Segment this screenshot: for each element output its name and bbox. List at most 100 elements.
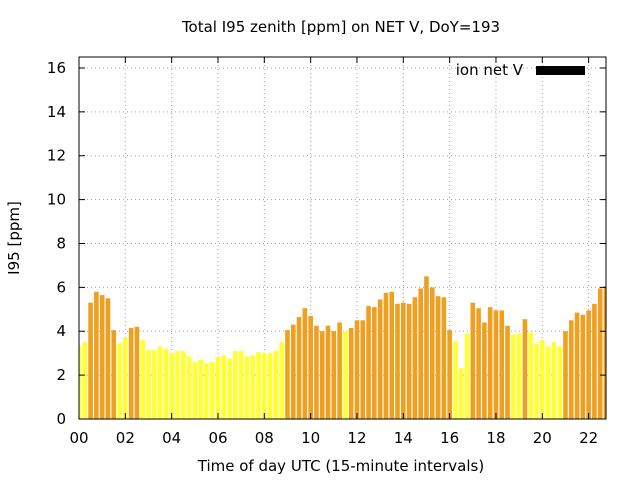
bar [603,286,606,419]
x-tick-label: 22 [579,429,598,447]
x-tick-label: 08 [255,429,274,447]
bars [79,276,606,419]
bar [175,350,180,419]
bar [157,346,163,419]
bar [406,303,412,419]
y-tick-label: 10 [47,191,66,209]
bar [319,331,325,419]
bar [308,315,313,419]
bar [476,308,481,419]
bar [79,346,82,419]
bar [209,361,215,419]
y-tick-labels: 0 2 4 6 8 10 12 14 16 [47,59,66,428]
y-tick-label: 2 [56,366,66,384]
bar [400,302,406,419]
bar [395,303,400,419]
bar [499,310,505,419]
x-tick-label: 16 [440,429,459,447]
x-tick-label: 02 [116,429,135,447]
bar [82,342,88,419]
bar [302,308,308,419]
bar [215,356,221,419]
bar [128,327,134,419]
bar [134,326,140,419]
bar [296,316,302,419]
bar [522,319,528,419]
bar [221,355,227,419]
bar [354,320,360,419]
x-tick-label: 14 [394,429,413,447]
bar [244,356,250,419]
bar [528,332,534,419]
bar [337,322,342,419]
bar [360,320,366,419]
ticks [78,57,606,420]
y-tick-label: 14 [47,103,66,121]
bar [487,307,493,419]
y-axis-label: I95 [ppm] [5,201,23,275]
y-tick-label: 6 [56,278,66,296]
bar [267,353,273,419]
bar [418,288,423,419]
bar [233,350,238,419]
bar [366,306,371,419]
bar [325,325,331,419]
y-tick-label: 0 [56,410,66,428]
bar [389,291,395,419]
x-tick-label: 18 [486,429,505,447]
bar [314,325,319,419]
bar [447,330,452,419]
y-tick-label: 12 [47,147,66,165]
legend-swatch [536,66,585,75]
bar [180,350,186,419]
grid [79,57,606,419]
bar [493,310,499,419]
bar [377,299,383,419]
bar [516,333,522,419]
bar [563,331,568,419]
bar [592,303,597,419]
bar [192,361,198,419]
bar [279,342,285,419]
bar [227,358,232,419]
x-tick-label: 20 [533,429,552,447]
bar [117,343,122,419]
bar [99,295,105,419]
bar [482,322,487,419]
bar [238,350,244,419]
bar [505,325,510,419]
bar [198,359,203,419]
bar [580,314,586,419]
bar [204,363,209,419]
x-axis-label: Time of day UTC (15-minute intervals) [197,457,484,475]
x-tick-label: 04 [162,429,181,447]
bar [441,297,447,419]
bar [568,320,574,419]
y-tick-label: 8 [56,234,66,252]
plot-frame [78,56,607,420]
bar [146,349,151,419]
bar [140,340,146,419]
bar [539,340,545,419]
bar [435,296,441,419]
bar [511,334,516,419]
bar [94,291,99,419]
bar [186,356,192,419]
bar [372,307,377,419]
x-tick-label: 10 [301,429,320,447]
bar [464,333,470,419]
bar [273,350,279,419]
bar [285,330,290,419]
bar [534,343,539,419]
bar [551,342,557,419]
x-tick-label: 00 [69,429,88,447]
bar [348,327,354,419]
bar [290,324,296,419]
bar [597,288,603,419]
bar [169,353,174,419]
bar [250,355,256,419]
bar [412,297,418,419]
x-tick-labels: 00 02 04 06 08 10 12 14 16 18 20 22 [69,429,598,447]
bar [343,331,348,419]
